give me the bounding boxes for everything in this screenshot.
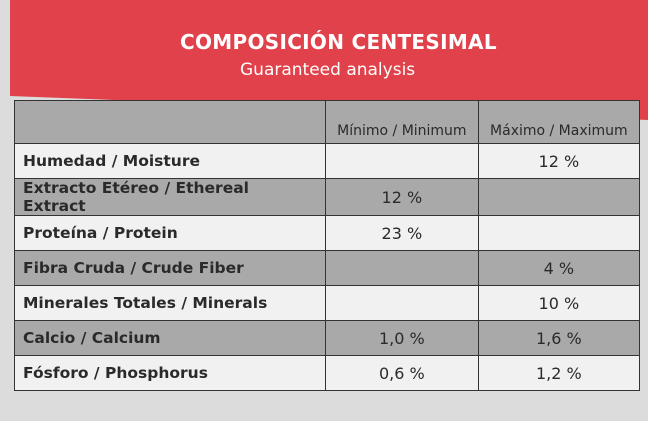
- value-cell: [325, 285, 479, 321]
- value-cell: 0,6 %: [325, 355, 479, 391]
- table-row: Extracto Etéreo / Ethereal Extract 12 %: [14, 178, 641, 216]
- nutrient-label: Calcio / Calcium: [14, 320, 326, 356]
- value-cell: 10 %: [477, 285, 641, 321]
- table-row: Fósforo / Phosphorus 0,6 % 1,2 %: [14, 355, 641, 391]
- table-row: Humedad / Moisture 12 %: [14, 143, 641, 179]
- banner: [10, 0, 648, 120]
- nutrient-label: Humedad / Moisture: [14, 143, 326, 179]
- value-cell: 23 %: [325, 215, 479, 251]
- nutrient-label: Fibra Cruda / Crude Fiber: [14, 250, 326, 286]
- value-cell: 1,2 %: [477, 355, 641, 391]
- table-row: Minerales Totales / Minerals 10 %: [14, 285, 641, 321]
- column-header: Máximo / Maximum: [477, 100, 641, 144]
- nutrient-label: Extracto Etéreo / Ethereal Extract: [14, 178, 326, 216]
- value-cell: [325, 250, 479, 286]
- value-cell: [325, 143, 479, 179]
- value-cell: [477, 178, 641, 216]
- table-row: Proteína / Protein 23 %: [14, 215, 641, 251]
- analysis-table: Mínimo / Minimum Máximo / Maximum Humedad …: [14, 100, 641, 391]
- nutrient-label: Minerales Totales / Minerals: [14, 285, 326, 321]
- table-row: Fibra Cruda / Crude Fiber 4 %: [14, 250, 641, 286]
- value-cell: 12 %: [325, 178, 479, 216]
- value-cell: 1,0 %: [325, 320, 479, 356]
- column-header: Mínimo / Minimum: [325, 100, 479, 144]
- column-header: [14, 100, 326, 144]
- nutrient-label: Proteína / Protein: [14, 215, 326, 251]
- banner-shape: [10, 0, 648, 120]
- value-cell: [477, 215, 641, 251]
- value-cell: 12 %: [477, 143, 641, 179]
- nutrient-label: Fósforo / Phosphorus: [14, 355, 326, 391]
- value-cell: 1,6 %: [477, 320, 641, 356]
- subtitle: Guaranteed analysis: [240, 60, 416, 80]
- value-cell: 4 %: [477, 250, 641, 286]
- title: COMPOSICIÓN CENTESIMAL: [180, 30, 497, 54]
- table-row: Calcio / Calcium 1,0 % 1,6 %: [14, 320, 641, 356]
- header-row: Mínimo / Minimum Máximo / Maximum: [14, 100, 641, 144]
